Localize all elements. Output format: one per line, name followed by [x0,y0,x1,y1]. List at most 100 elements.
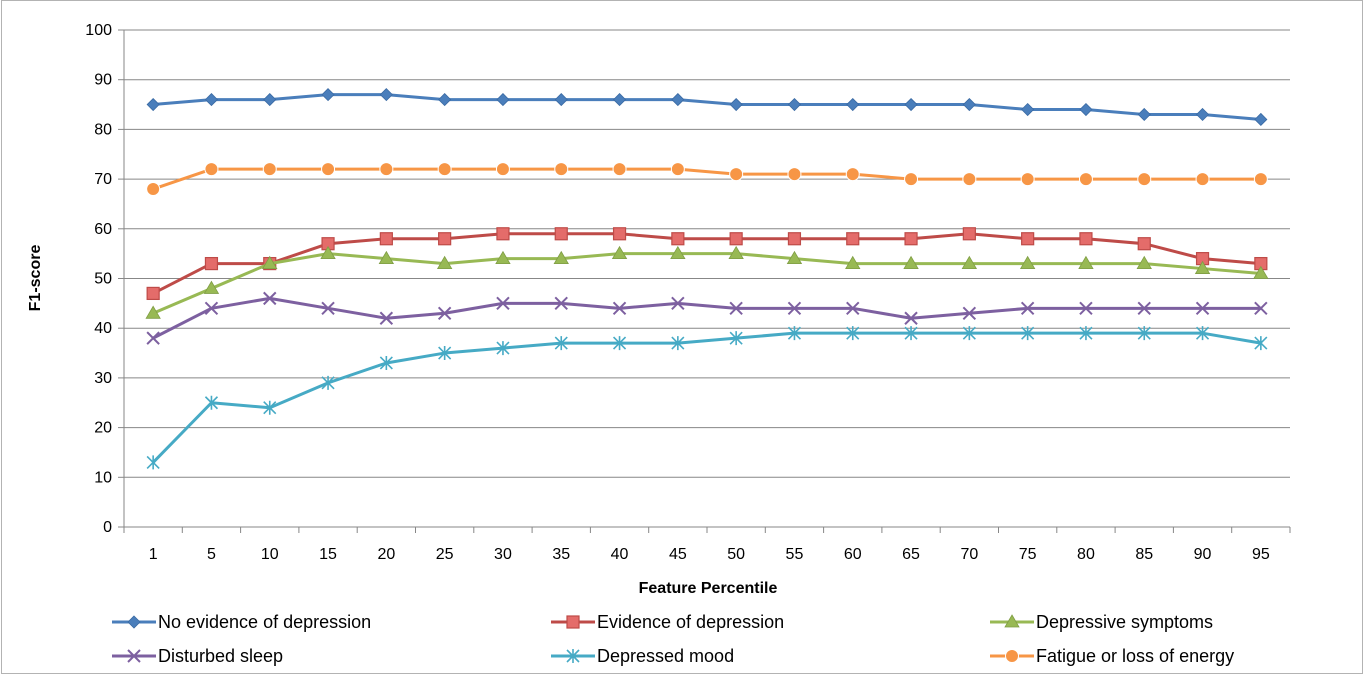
data-point [1254,301,1268,316]
x-tick-label: 55 [786,546,804,563]
data-point [379,355,393,370]
y-tick-label: 80 [94,121,112,138]
x-tick-label: 65 [902,546,920,563]
y-tick-label: 70 [94,171,112,188]
data-point [379,88,393,102]
data-point [438,232,452,246]
data-point [1078,172,1093,187]
data-point [1021,102,1035,117]
legend-marker [566,615,580,629]
data-point [729,97,743,112]
data-point [263,400,277,415]
x-tick-label: 25 [436,546,454,563]
data-point [845,167,860,182]
data-point [1195,172,1210,187]
data-point [495,250,511,265]
data-point [204,93,219,107]
legend-item: Disturbed sleep [112,646,283,666]
data-point [437,162,452,177]
x-tick-label: 30 [494,546,512,563]
x-tick-label: 50 [727,546,745,563]
data-point [146,455,160,470]
series-evidence-of-depression [146,227,1268,301]
data-point [204,395,219,410]
data-point [904,326,918,341]
data-point [728,245,744,260]
legend-item: Evidence of depression [551,612,784,632]
x-tick-label: 85 [1135,546,1153,563]
y-tick-label: 10 [94,469,112,486]
data-point [436,255,453,269]
data-point [204,256,219,271]
data-point [729,167,744,182]
data-point [904,311,918,325]
legend-marker [566,649,580,663]
data-point [1254,336,1268,351]
data-point [961,255,978,269]
legend-label: Depressive symptoms [1036,612,1213,632]
data-point [554,227,568,241]
y-tick-label: 50 [94,271,112,288]
x-tick-label: 75 [1019,546,1037,563]
series-depressive-symptoms [145,245,1269,319]
data-point [496,93,510,107]
data-point [1079,326,1093,341]
legend-item: Depressive symptoms [990,612,1213,632]
series-fatigue-or-loss-of-energy [146,162,1268,197]
x-tick-label: 20 [377,546,395,563]
series-group [145,88,1269,470]
legend-item: Depressed mood [551,646,734,666]
data-point [729,301,743,316]
x-tick-label: 10 [261,546,279,563]
data-point [1253,265,1269,279]
data-point [1021,326,1035,341]
data-point [1079,232,1093,246]
data-point [962,97,976,112]
data-point [320,245,336,260]
data-point [379,232,393,246]
data-point [904,172,919,187]
data-point [379,162,394,177]
data-point [262,255,278,269]
data-point [962,227,976,241]
data-point [146,286,160,301]
axes [118,29,1291,533]
data-point [903,255,919,269]
series-line [152,296,1261,340]
data-point [671,93,685,107]
data-point [786,250,803,265]
data-point [1137,237,1151,251]
data-point [1137,172,1152,187]
legend-label: Evidence of depression [597,612,784,632]
legend-label: Depressed mood [597,646,734,666]
series-line [152,167,1261,191]
data-point [146,97,160,112]
data-point [1020,301,1035,316]
data-point [1253,172,1268,187]
data-point [554,162,569,177]
data-point [203,280,220,294]
data-point [379,311,394,325]
legend-item: No evidence of depression [112,612,371,632]
data-point [787,167,802,182]
data-point [962,306,977,320]
data-point [787,326,802,341]
legend-marker [127,649,141,663]
data-point [612,162,627,177]
data-point [321,162,336,177]
data-point [962,326,976,341]
y-tick-label: 90 [94,72,112,89]
data-point [904,97,918,112]
data-point [496,227,510,241]
data-point [553,250,569,265]
data-point [846,326,860,341]
data-point [612,227,627,241]
data-point [846,232,860,246]
data-point [146,182,161,197]
data-point [1194,260,1211,274]
y-tick-labels: 0 10 20 30 40 50 60 70 80 90 100 [85,22,112,536]
data-point [1195,326,1210,341]
y-tick-label: 60 [94,221,112,238]
